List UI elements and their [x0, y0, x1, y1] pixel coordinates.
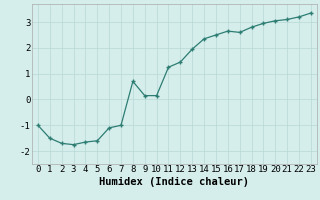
- X-axis label: Humidex (Indice chaleur): Humidex (Indice chaleur): [100, 177, 249, 187]
